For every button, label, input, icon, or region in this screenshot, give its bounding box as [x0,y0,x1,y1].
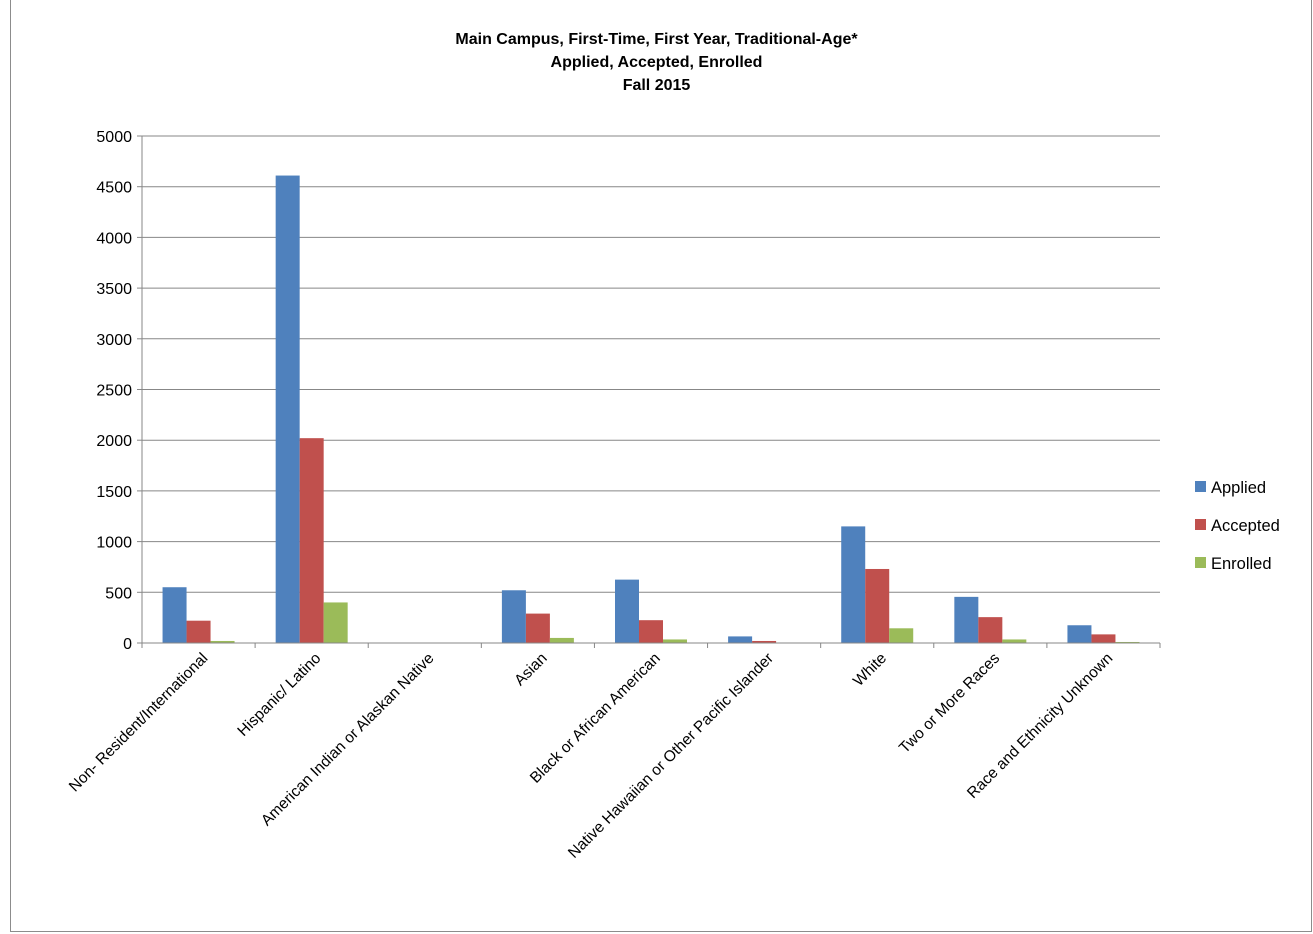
x-tick-label: Two or More Races [896,650,1003,757]
y-tick-label: 0 [123,636,132,653]
y-tick-label: 500 [105,585,132,602]
bar-applied [162,587,187,643]
legend-swatch-accepted [1195,519,1206,530]
bar-enrolled [323,602,348,643]
bar-accepted [525,613,550,643]
legend-swatch-applied [1195,481,1206,492]
bar-accepted [186,620,211,643]
x-tick-label: Hispanic/ Latino [234,650,324,740]
x-tick-label: Black or African American [527,650,664,787]
y-tick-label: 1000 [96,535,132,552]
bar-accepted [639,620,663,643]
chart-title-line-3: Fall 2015 [622,77,691,94]
bar-enrolled [1002,639,1027,643]
y-tick-label: 4500 [96,180,132,197]
chart-title: Main Campus, First-Time, First Year, Tra… [0,28,1313,97]
y-axis-ticks: 0 500 1000 1500 2000 2500 3000 3500 4000 4500 5000 [96,129,142,653]
bar-applied [728,636,753,643]
bars [162,175,1140,643]
y-tick-label: 3500 [96,281,132,298]
x-tick-label: White [850,650,890,690]
bar-accepted [752,640,777,643]
x-tick-label: Asian [511,650,550,689]
bar-accepted [299,438,324,643]
legend-swatch-enrolled [1195,557,1206,568]
chart-title-line-2: Applied, Accepted, Enrolled [550,54,763,71]
legend-label-accepted: Accepted [1211,517,1280,535]
bar-applied [275,175,300,643]
legend: Applied Accepted Enrolled [1195,479,1280,573]
bar-enrolled [549,637,574,643]
y-tick-label: 4000 [96,230,132,247]
x-axis-labels: Non- Resident/International Hispanic/ Lat… [66,650,1116,862]
y-tick-label: 3000 [96,332,132,349]
y-tick-label: 2000 [96,433,132,450]
bar-accepted [978,617,1003,643]
bar-applied [1067,625,1092,643]
axes [141,136,1161,648]
legend-label-applied: Applied [1211,479,1266,497]
bar-applied [954,596,979,643]
bar-enrolled [1115,641,1140,643]
x-tick-label: Non- Resident/International [66,650,211,795]
legend-label-enrolled: Enrolled [1211,555,1272,573]
bar-enrolled [889,628,914,643]
bar-applied [615,579,639,643]
chart-frame [10,0,1312,932]
bar-accepted [865,568,890,643]
y-tick-label: 5000 [96,129,132,146]
bar-enrolled [663,639,687,643]
x-tick-label: Native Hawaiian or Other Pacific Islande… [565,650,777,862]
bar-applied [841,526,866,643]
chart-title-line-1: Main Campus, First-Time, First Year, Tra… [455,31,858,48]
bar-enrolled [210,640,235,643]
bar-applied [501,590,526,643]
bar-accepted [1091,634,1116,643]
y-tick-label: 2500 [96,383,132,400]
y-tick-label: 1500 [96,484,132,501]
